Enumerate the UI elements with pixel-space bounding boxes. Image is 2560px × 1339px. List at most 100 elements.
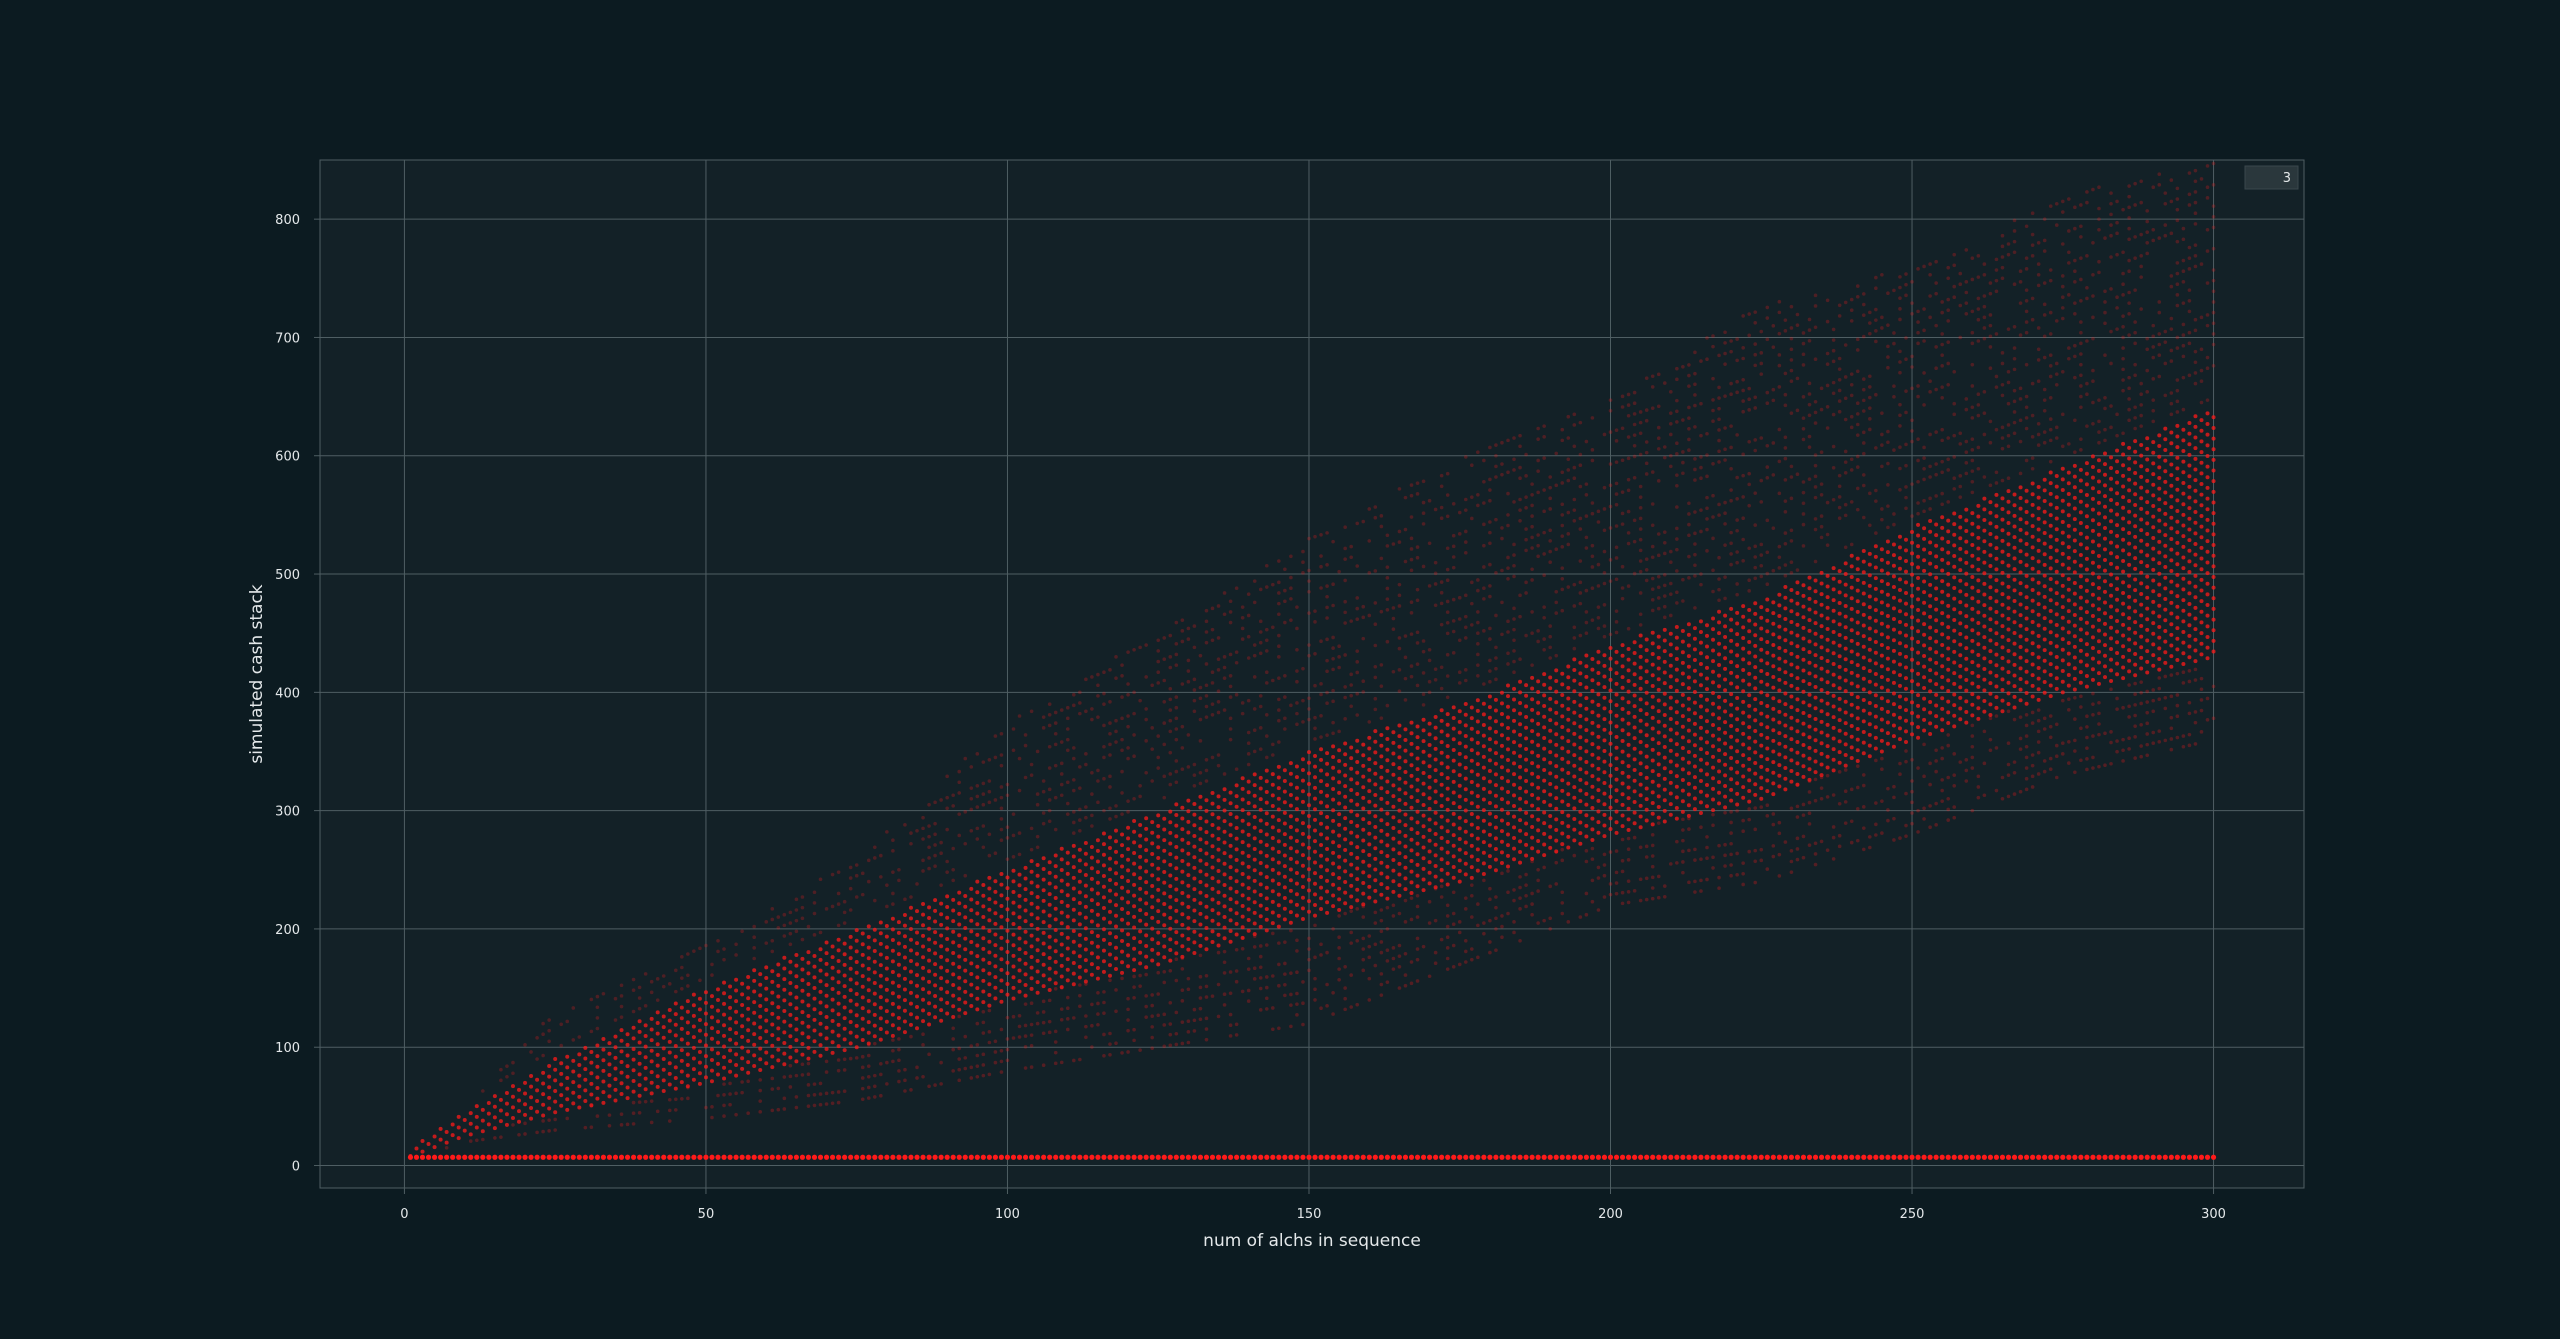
data-point: [1614, 1155, 1619, 1160]
data-point: [1229, 653, 1233, 657]
data-point: [1512, 772, 1516, 776]
data-point: [1096, 860, 1100, 864]
data-point: [1217, 951, 1221, 955]
data-point: [764, 1040, 768, 1044]
data-point: [1132, 915, 1136, 919]
data-point: [1530, 610, 1534, 614]
data-point: [1199, 986, 1203, 990]
data-point: [680, 1069, 684, 1073]
data-point: [764, 1029, 768, 1033]
data-point: [547, 1018, 551, 1022]
data-point: [897, 868, 901, 872]
data-point: [1446, 819, 1450, 823]
data-point: [1566, 415, 1570, 419]
data-point: [1518, 657, 1522, 661]
data-point: [1464, 455, 1468, 459]
data-point: [819, 1032, 823, 1036]
data-point: [722, 1104, 726, 1108]
data-point: [1621, 718, 1625, 722]
data-point: [1627, 754, 1631, 758]
data-point: [1723, 362, 1727, 366]
data-point: [788, 1056, 792, 1060]
data-point: [1440, 772, 1444, 776]
data-point: [909, 906, 913, 910]
data-point: [1494, 678, 1498, 682]
data-point: [1518, 444, 1522, 448]
data-point: [1566, 803, 1570, 807]
data-point: [867, 1075, 871, 1079]
data-point: [1253, 654, 1257, 658]
data-point: [1030, 1001, 1034, 1005]
data-point: [1627, 658, 1631, 662]
data-point: [831, 1091, 835, 1095]
data-point: [1609, 526, 1613, 530]
data-point: [903, 1009, 907, 1013]
data-point: [1548, 739, 1552, 743]
data-point: [1524, 581, 1528, 585]
data-point: [1518, 680, 1522, 684]
data-point: [1180, 923, 1184, 927]
data-point: [1090, 898, 1094, 902]
data-point: [1663, 594, 1667, 598]
data-point: [1482, 544, 1486, 548]
data-point: [1126, 746, 1130, 750]
data-point: [849, 908, 853, 912]
data-point: [1175, 642, 1179, 646]
data-point: [1102, 1033, 1106, 1037]
data-point: [1325, 691, 1329, 695]
data-point: [517, 1088, 521, 1092]
data-point: [1235, 661, 1239, 665]
data-point: [867, 956, 871, 960]
data-point: [1392, 670, 1396, 674]
data-point: [770, 1001, 774, 1005]
data-point: [1337, 865, 1341, 869]
data-point: [1711, 494, 1715, 498]
data-point: [1192, 919, 1196, 923]
data-point: [686, 1020, 690, 1024]
data-point: [1627, 775, 1631, 779]
data-point: [1120, 960, 1124, 964]
data-point: [1006, 836, 1010, 840]
data-point: [1584, 728, 1588, 732]
data-point: [1675, 840, 1679, 844]
data-point: [1060, 900, 1064, 904]
data-point: [1603, 624, 1607, 628]
data-point: [957, 912, 961, 916]
data-point: [439, 1138, 443, 1142]
data-point: [1627, 722, 1631, 726]
data-point: [1669, 411, 1673, 415]
data-point: [1331, 819, 1335, 823]
data-point: [1458, 826, 1462, 830]
data-point: [812, 1007, 816, 1011]
data-point: [1204, 809, 1208, 813]
data-point: [1331, 787, 1335, 791]
data-point: [1711, 462, 1715, 466]
data-point: [1410, 982, 1414, 986]
data-point: [1633, 391, 1637, 395]
data-point: [999, 968, 1003, 972]
data-point: [1277, 655, 1281, 659]
data-point: [1235, 783, 1239, 787]
data-point: [1120, 812, 1124, 816]
data-point: [1729, 1155, 1734, 1160]
data-point: [1011, 922, 1015, 926]
data-point: [1446, 946, 1450, 950]
data-point: [620, 1092, 624, 1096]
data-point: [716, 987, 720, 991]
data-point: [1488, 446, 1492, 450]
data-point: [963, 979, 967, 983]
data-point: [1078, 701, 1082, 705]
data-point: [1386, 959, 1390, 963]
data-point: [614, 997, 618, 1001]
data-point: [734, 1113, 738, 1117]
data-point: [1259, 904, 1263, 908]
data-point: [1138, 795, 1142, 799]
data-point: [505, 1075, 509, 1079]
data-point: [1211, 994, 1215, 998]
data-point: [1355, 564, 1359, 568]
data-point: [728, 1092, 732, 1096]
data-point: [1657, 596, 1661, 600]
data-point: [1603, 895, 1607, 899]
data-point: [891, 1013, 895, 1017]
data-point: [1639, 506, 1643, 510]
